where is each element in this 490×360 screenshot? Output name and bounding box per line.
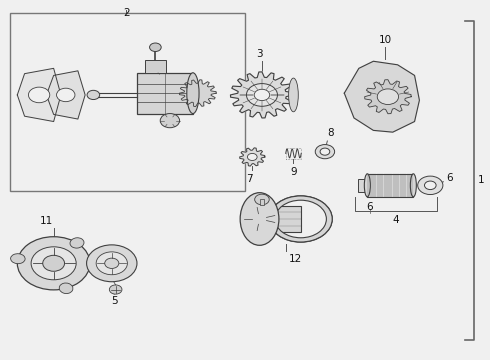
Bar	[145, 60, 166, 73]
Circle shape	[377, 89, 398, 104]
Text: 7: 7	[246, 174, 253, 184]
Text: 10: 10	[379, 35, 392, 45]
Bar	[358, 179, 368, 192]
Text: 8: 8	[327, 128, 334, 138]
Text: 9: 9	[290, 167, 297, 177]
Circle shape	[17, 237, 90, 290]
Text: 4: 4	[392, 215, 399, 225]
Circle shape	[96, 252, 127, 275]
Circle shape	[254, 89, 270, 100]
Polygon shape	[365, 80, 411, 114]
Bar	[368, 174, 414, 197]
Ellipse shape	[365, 174, 370, 197]
Bar	[260, 199, 264, 205]
Bar	[10, 13, 245, 191]
Text: 2: 2	[123, 8, 130, 18]
Text: 11: 11	[40, 216, 53, 226]
Text: 12: 12	[289, 255, 302, 265]
Circle shape	[109, 285, 122, 294]
Text: 6: 6	[367, 202, 373, 212]
Wedge shape	[269, 196, 332, 242]
Circle shape	[56, 88, 75, 102]
Circle shape	[31, 247, 76, 280]
Circle shape	[247, 153, 257, 161]
Circle shape	[424, 181, 436, 190]
Text: 6: 6	[446, 173, 453, 183]
Circle shape	[87, 245, 137, 282]
Ellipse shape	[289, 78, 298, 112]
Circle shape	[320, 148, 330, 155]
Ellipse shape	[59, 283, 73, 293]
Text: 3: 3	[256, 49, 263, 59]
Text: 5: 5	[111, 296, 118, 306]
Polygon shape	[240, 148, 265, 166]
Circle shape	[28, 87, 50, 103]
Circle shape	[315, 145, 335, 159]
Bar	[260, 206, 301, 232]
Circle shape	[255, 194, 269, 205]
Circle shape	[105, 258, 119, 269]
Circle shape	[417, 176, 443, 194]
Ellipse shape	[187, 73, 199, 113]
Polygon shape	[344, 61, 419, 132]
Ellipse shape	[11, 254, 25, 264]
Circle shape	[149, 43, 161, 51]
Polygon shape	[230, 72, 294, 118]
Bar	[137, 73, 193, 113]
Ellipse shape	[410, 174, 416, 197]
Circle shape	[87, 90, 99, 100]
Circle shape	[246, 84, 277, 106]
Bar	[286, 148, 301, 159]
Circle shape	[160, 113, 180, 128]
Text: 1: 1	[478, 175, 484, 185]
Circle shape	[43, 255, 65, 271]
Polygon shape	[47, 71, 85, 119]
Ellipse shape	[70, 238, 84, 248]
Ellipse shape	[240, 193, 279, 245]
Polygon shape	[179, 80, 216, 107]
Polygon shape	[17, 68, 61, 122]
